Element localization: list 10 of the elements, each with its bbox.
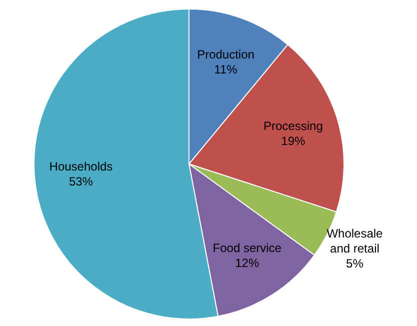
data-label: 19%: [281, 134, 306, 148]
slice-label: Wholesale and retail: [326, 226, 384, 256]
data-label: 53%: [68, 174, 94, 189]
data-label: 11%: [214, 62, 238, 76]
slice-label: Households: [49, 160, 113, 174]
slice-label: Production: [197, 47, 254, 62]
data-label: 12%: [235, 256, 260, 270]
slice-label: Food service: [212, 241, 282, 256]
data-label: 5%: [346, 256, 364, 270]
slice-label: Processing: [264, 119, 323, 134]
